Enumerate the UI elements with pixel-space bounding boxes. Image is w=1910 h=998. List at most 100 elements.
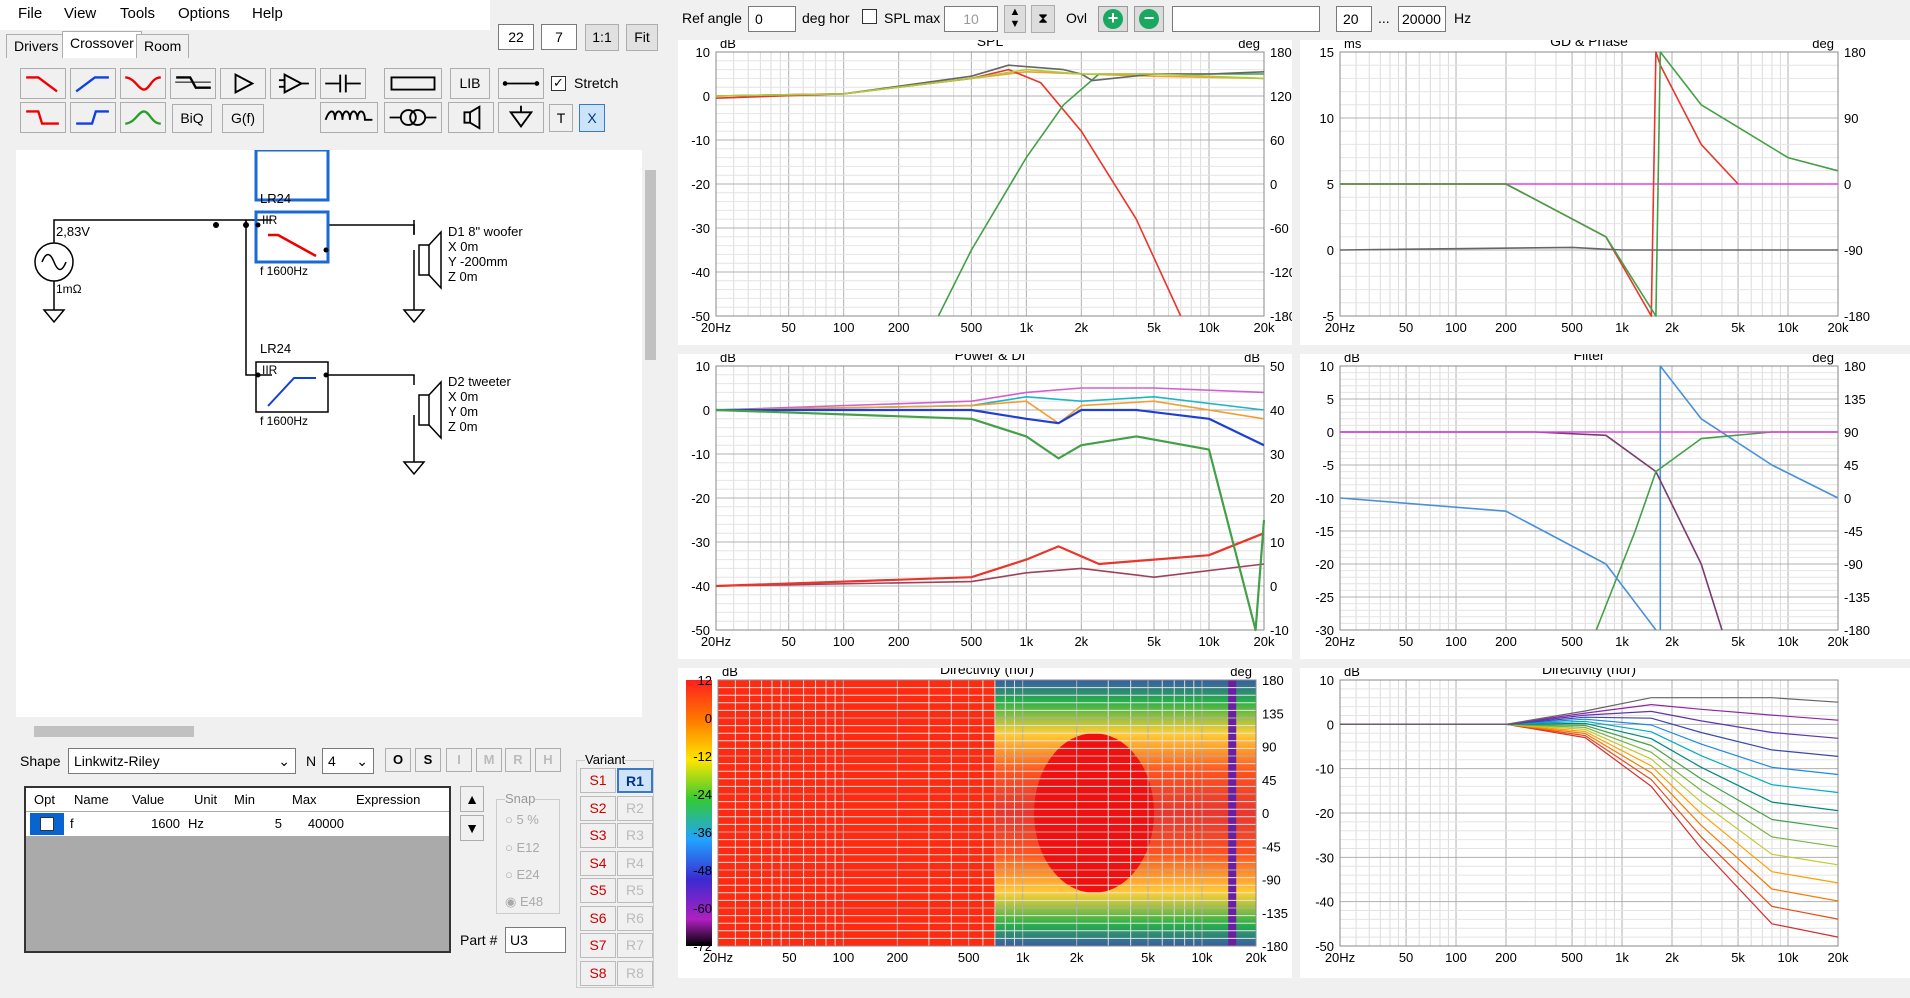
power-di-chart-panel[interactable]: Power & DI dB dB 10 0 -10 -20 -30 -40 -50 50 40 30 20… <box>678 354 1292 659</box>
menu-file[interactable]: File <box>18 5 43 22</box>
variant-r3-button[interactable]: R3 <box>617 823 653 848</box>
shape-select[interactable]: Linkwitz-Riley ⌄ <box>68 748 296 774</box>
peak-button[interactable] <box>120 102 166 133</box>
directivity-lines-panel[interactable]: Directivity (hor) dB 10 0 -10 -20 -30 -40 -50 20H… <box>1300 668 1910 978</box>
variant-s7-button[interactable]: S7 <box>580 933 616 958</box>
variant-s4-button[interactable]: S4 <box>580 850 616 876</box>
resistor-button[interactable] <box>384 68 442 99</box>
collapse-button[interactable]: ⧗ <box>1031 5 1055 33</box>
variant-r4-button[interactable]: R4 <box>617 850 653 876</box>
variant-r2-button[interactable]: R2 <box>617 795 653 821</box>
m-button[interactable]: M <box>476 748 502 772</box>
ground-icon <box>508 105 534 128</box>
param-max[interactable]: 40000 <box>307 816 344 831</box>
menu-options[interactable]: Options <box>178 5 230 22</box>
x-tick-label: 1k <box>1016 950 1030 965</box>
ground-button[interactable] <box>498 102 544 133</box>
spin-button[interactable]: ▲ ▼ <box>1004 5 1026 33</box>
tab-crossover[interactable]: Crossover <box>62 31 142 58</box>
menu-view[interactable]: View <box>64 5 97 22</box>
variant-r7-button[interactable]: R7 <box>617 933 653 958</box>
spl-max-field[interactable]: 10 <box>944 6 998 32</box>
variant-s6-button[interactable]: S6 <box>580 905 616 931</box>
variant-r6-button[interactable]: R6 <box>617 905 653 931</box>
param-min[interactable]: 5 <box>274 816 282 831</box>
snap-option-e12[interactable]: ○ E12 <box>505 840 540 855</box>
directivity-map-panel[interactable]: Directivity (hor) dB deg 12 0 -12 -24 -36 -48 -60… <box>678 668 1292 978</box>
spl-max-checkbox[interactable] <box>862 9 877 24</box>
part-number-field[interactable]: U3 <box>505 927 566 953</box>
capacitor-button[interactable] <box>320 68 366 99</box>
highpass-blue-button[interactable] <box>70 68 116 99</box>
schematic-canvas[interactable]: 2,83V 1mΩ LR24 IIR f 1600Hz LR24 IIR f 1… <box>16 150 642 717</box>
lowpass-red-2-button[interactable] <box>20 102 66 133</box>
zoom-a-field[interactable]: 22 <box>498 24 534 50</box>
snap-option-e48[interactable]: ◉ E48 <box>505 894 544 909</box>
freq-high-field[interactable]: 20000 <box>1398 6 1446 32</box>
tab-room[interactable]: Room <box>136 34 190 58</box>
lowpass-red-button[interactable] <box>20 68 66 99</box>
ref-angle-field[interactable]: 0 <box>748 6 796 32</box>
variant-s2-button[interactable]: S2 <box>580 795 616 821</box>
opt-checkbox[interactable] <box>40 817 54 831</box>
shelf-button[interactable] <box>170 68 216 99</box>
zoom-b-field[interactable]: 7 <box>541 24 577 50</box>
variant-s1-button[interactable]: S1 <box>580 768 616 793</box>
h-button[interactable]: H <box>535 748 561 772</box>
text-button[interactable]: T <box>549 104 573 132</box>
scroll-thumb[interactable] <box>645 170 656 360</box>
remove-overlay-button[interactable]: − <box>1134 6 1164 32</box>
y2-tick-label: 10 <box>1270 535 1284 550</box>
opamp-button[interactable] <box>270 68 316 99</box>
snap-option-e24[interactable]: ○ E24 <box>505 867 540 882</box>
delete-button[interactable]: X <box>579 104 605 132</box>
biquad-button[interactable]: BiQ <box>172 104 212 133</box>
transformer-button[interactable] <box>384 102 442 133</box>
horizontal-scrollbar[interactable] <box>16 723 642 740</box>
s-button[interactable]: S <box>415 748 441 772</box>
gd-phase-chart-panel[interactable]: GD & Phase ms deg 15 10 5 0 -5 180 90 0 -90 -180 20Hz… <box>1300 40 1910 345</box>
spl-chart-panel[interactable]: SPL dB deg 10 0 -10 -20 -30 -40 -50 180 120 60 0 -60 -1… <box>678 40 1292 345</box>
variant-r5-button[interactable]: R5 <box>617 878 653 903</box>
freq-low-field[interactable]: 20 <box>1336 6 1372 32</box>
y-tick-label: 0 <box>703 403 710 418</box>
scroll-thumb[interactable] <box>34 726 194 737</box>
menu-tools[interactable]: Tools <box>120 5 156 22</box>
o-button[interactable]: O <box>385 748 411 772</box>
notch-button[interactable] <box>120 68 166 99</box>
variant-s8-button[interactable]: S8 <box>580 960 616 986</box>
add-overlay-button[interactable]: + <box>1098 6 1128 32</box>
filter-chart-panel[interactable]: Filter dB deg 10 5 0 -5 -10 -15 -20 -25 -30 180 135 90… <box>1300 354 1910 659</box>
variant-s3-button[interactable]: S3 <box>580 823 616 848</box>
opt-cell[interactable] <box>30 813 64 835</box>
move-up-button[interactable]: ▲ <box>460 786 484 812</box>
vertical-scrollbar[interactable] <box>642 150 659 717</box>
r-button[interactable]: R <box>505 748 531 772</box>
variant-s5-button[interactable]: S5 <box>580 878 616 903</box>
lib-button[interactable]: LIB <box>450 68 490 99</box>
table-row[interactable]: f 1600 Hz 5 40000 <box>26 812 449 836</box>
transfer-function-button[interactable]: G(f) <box>222 104 264 133</box>
tab-drivers[interactable]: Drivers <box>6 34 67 58</box>
highpass-freq: f 1600Hz <box>260 414 309 428</box>
zoom-1to1-button[interactable]: 1:1 <box>585 24 619 51</box>
snap-option-5pct[interactable]: ○ 5 % <box>505 812 539 827</box>
driver-button[interactable] <box>448 102 494 133</box>
order-select[interactable]: 4 ⌄ <box>322 748 374 774</box>
inductor-button[interactable] <box>320 102 378 133</box>
schematic-diagram <box>34 150 442 476</box>
menu-help[interactable]: Help <box>252 5 283 22</box>
overlay-name-field[interactable] <box>1172 6 1320 32</box>
x-tick-label: 50 <box>781 320 795 335</box>
speaker-icon <box>463 105 481 130</box>
variant-r8-button[interactable]: R8 <box>617 960 653 986</box>
variant-r1-button[interactable]: R1 <box>617 768 653 793</box>
stretch-checkbox[interactable]: ✓ <box>551 76 566 91</box>
wire-button[interactable] <box>498 68 544 99</box>
amplifier-button[interactable] <box>220 68 266 99</box>
zoom-fit-button[interactable]: Fit <box>626 24 658 51</box>
i-button[interactable]: I <box>446 748 472 772</box>
param-value[interactable]: 1600 <box>151 816 180 831</box>
highpass-blue-2-button[interactable] <box>70 102 116 133</box>
move-down-button[interactable]: ▼ <box>460 815 484 841</box>
